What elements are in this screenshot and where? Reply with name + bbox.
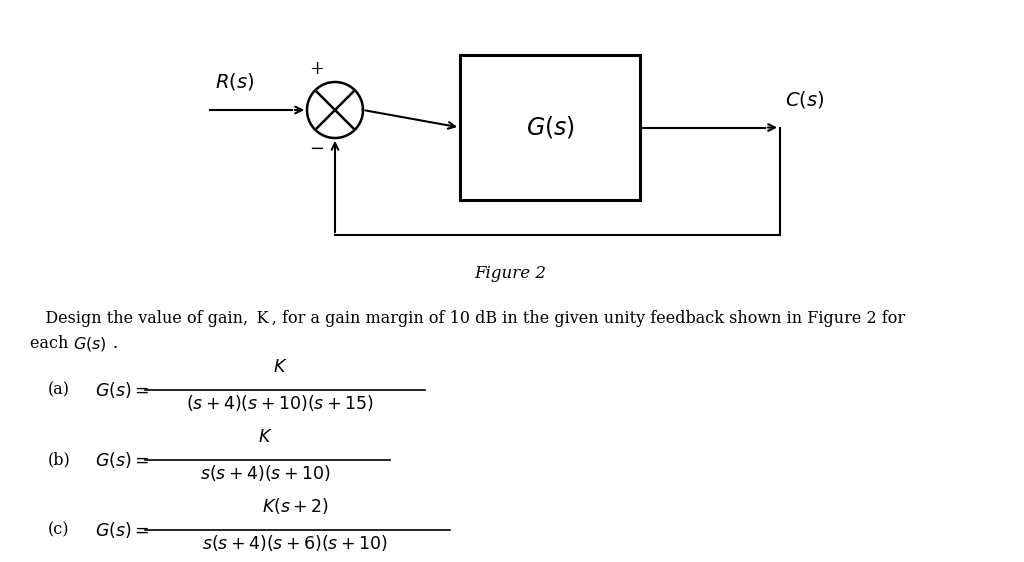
Text: $G(s) =$: $G(s) =$: [95, 380, 150, 400]
Text: .: .: [113, 335, 118, 352]
Text: each: each: [30, 335, 74, 352]
Text: $s(s + 4)(s + 6)(s + 10)$: $s(s + 4)(s + 6)(s + 10)$: [202, 533, 388, 553]
Text: $K$: $K$: [272, 359, 288, 376]
Text: Figure 2: Figure 2: [474, 265, 546, 282]
Text: (a): (a): [48, 382, 70, 398]
Text: $s(s + 4)(s + 10)$: $s(s + 4)(s + 10)$: [200, 463, 331, 483]
Text: (b): (b): [48, 451, 71, 469]
Text: (c): (c): [48, 522, 70, 538]
Text: $G(s)$: $G(s)$: [73, 335, 106, 353]
Text: $K$: $K$: [258, 429, 272, 446]
Text: $G(s) =$: $G(s) =$: [95, 450, 150, 470]
Bar: [460, 55, 640, 200]
Text: $R(s)$: $R(s)$: [215, 71, 254, 92]
Text: $(s + 4)(s + 10)(s + 15)$: $(s + 4)(s + 10)(s + 15)$: [186, 393, 374, 413]
Text: Design the value of gain,  K , for a gain margin of 10 dB in the given unity fee: Design the value of gain, K , for a gain…: [30, 310, 905, 327]
Text: $G(s)$: $G(s)$: [525, 115, 574, 140]
Text: −: −: [309, 140, 325, 158]
Text: $C(s)$: $C(s)$: [785, 88, 824, 110]
Text: $G(s) =$: $G(s) =$: [95, 520, 150, 540]
Text: +: +: [309, 60, 324, 78]
Text: $K(s + 2)$: $K(s + 2)$: [261, 496, 329, 516]
